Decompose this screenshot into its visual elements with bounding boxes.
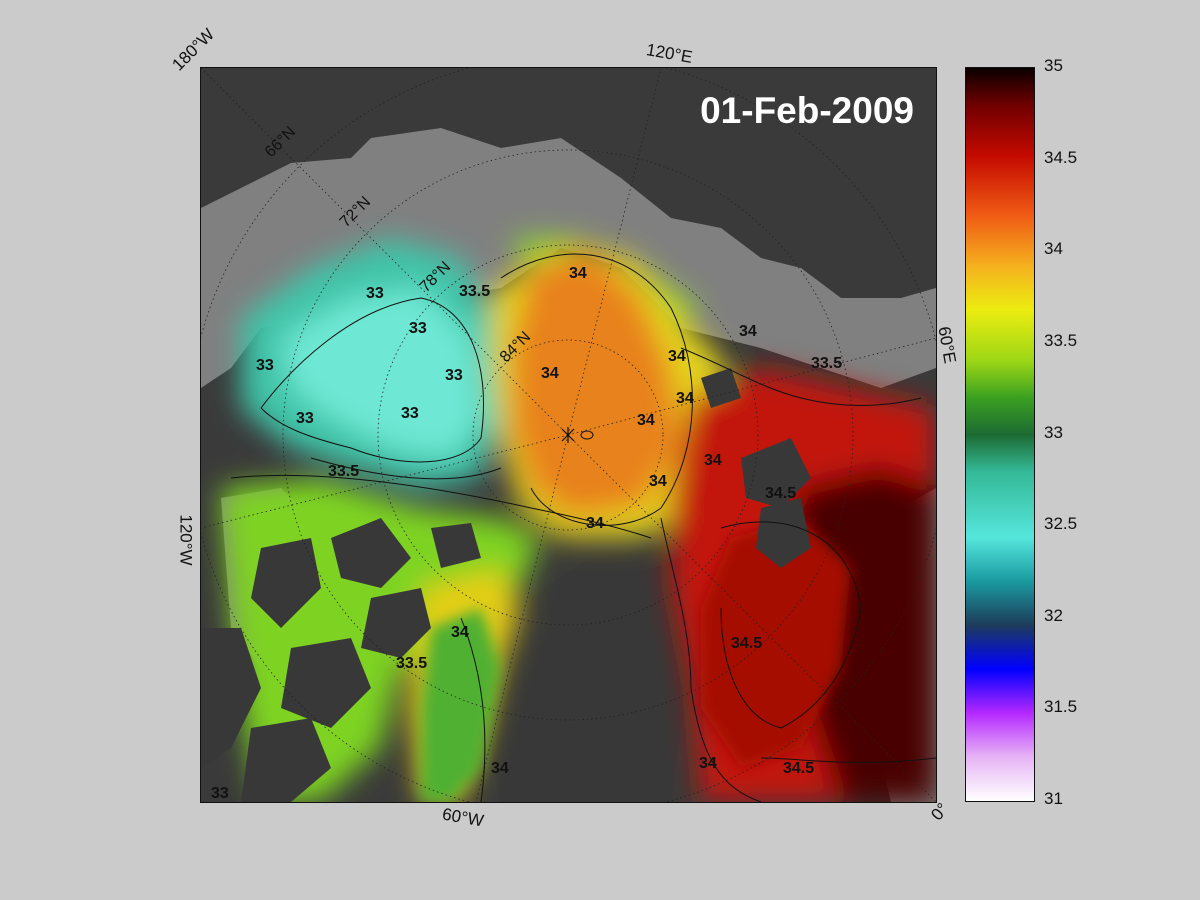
contour-label: 34.5: [783, 760, 814, 777]
contour-label: 33.5: [396, 655, 427, 672]
colorbar-tick-label: 33: [1044, 422, 1063, 442]
contour-label: 34: [451, 624, 469, 641]
contour-label: 34: [637, 412, 655, 429]
contour-label: 34: [491, 760, 509, 777]
colorbar-tick-label: 34: [1044, 239, 1063, 259]
lon-label-120e: 120°E: [644, 40, 694, 67]
contour-label: 33.5: [459, 283, 490, 300]
salinity-map: 33 33 33 33 33 33 33.5 33.5 33.5 33.5 34…: [200, 67, 937, 803]
salinity-field-green-strait: [421, 608, 501, 802]
contour-label: 34: [649, 473, 667, 490]
colorbar: [965, 67, 1035, 802]
graticule: [201, 68, 936, 802]
contour-label: 34.5: [731, 635, 762, 652]
contour-label: 33: [256, 357, 274, 374]
colorbar-tick-label: 32: [1044, 605, 1063, 625]
colorbar-gradient: [966, 68, 1034, 801]
colorbar-tick-label: 31.5: [1044, 697, 1078, 717]
contour-label: 34: [586, 515, 604, 532]
lon-label-0: 0°: [927, 799, 953, 825]
contour-label: 34: [704, 452, 722, 469]
contour-label: 33: [211, 785, 229, 802]
lon-label-120w: 120°W: [176, 514, 196, 566]
contour-lines: [230, 253, 936, 802]
north-pole-marker: [561, 427, 575, 443]
contour-label: 33.5: [328, 463, 359, 480]
contour-label-group: 33 33 33 33 33 33 33.5 33.5 33.5 33.5 34…: [211, 265, 842, 802]
contour-label: 34.5: [765, 485, 796, 502]
contour-label: 33: [296, 410, 314, 427]
colorbar-tick-label: 35: [1044, 56, 1063, 75]
contour-ellipse: [580, 430, 594, 440]
colorbar-tick-label: 31: [1044, 789, 1063, 808]
lon-label-60e: 60°E: [934, 325, 960, 365]
contour-label: 33: [409, 320, 427, 337]
contour-label: 34: [676, 390, 694, 407]
salinity-field-32-8: [281, 288, 481, 458]
colorbar-tick-label: 34.5: [1044, 147, 1078, 167]
contour-label: 34: [699, 755, 717, 772]
svalbard-islands: [701, 368, 811, 568]
contour-label: 34: [668, 348, 686, 365]
map-svg: 33 33 33 33 33 33 33.5 33.5 33.5 33.5 34…: [201, 68, 936, 802]
contour-label: 34: [569, 265, 587, 282]
contour-label: 34: [739, 323, 757, 340]
no-data-region: [201, 128, 936, 388]
colorbar-tick-label: 33.5: [1044, 330, 1078, 350]
colorbar-tick-label: 32.5: [1044, 514, 1078, 534]
contour-label: 34: [541, 365, 559, 382]
greenland-landmass: [491, 548, 721, 802]
contour-label: 33: [445, 367, 463, 384]
salinity-field-34-3: [511, 248, 681, 518]
date-label: 01-Feb-2009: [700, 90, 914, 131]
contour-label: 33: [366, 285, 384, 302]
archipelago-islands: [201, 518, 481, 802]
lon-label-60w: 60°W: [440, 804, 486, 831]
contour-label: 33: [401, 405, 419, 422]
contour-label: 33.5: [811, 355, 842, 372]
